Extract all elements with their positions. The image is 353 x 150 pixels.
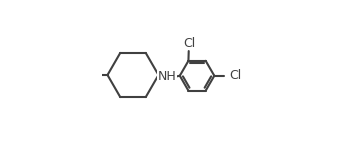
Text: NH: NH <box>157 70 176 83</box>
Text: Cl: Cl <box>230 69 242 82</box>
Text: Cl: Cl <box>183 37 195 50</box>
